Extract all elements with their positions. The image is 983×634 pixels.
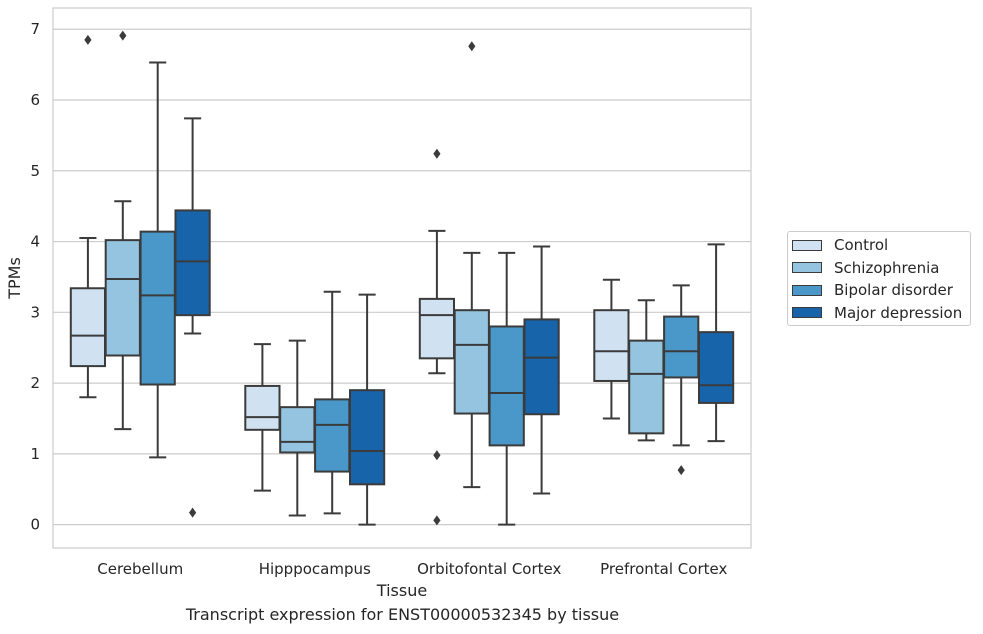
legend-label: Major depression <box>834 303 963 322</box>
outlier-point <box>433 450 441 461</box>
x-tick-label: Prefrontal Cortex <box>600 560 727 578</box>
x-tick-label: Cerebellum <box>97 560 183 578</box>
legend-item: Major depression <box>792 303 962 323</box>
legend-item: Bipolar disorder <box>792 280 953 300</box>
y-tick-label: 3 <box>30 303 40 321</box>
box-iqr <box>348 389 386 486</box>
box-iqr <box>628 339 665 435</box>
box-iqr <box>279 406 316 454</box>
y-tick-label: 6 <box>30 91 40 109</box>
legend: Control Schizophrenia Bipolar disorder Majo… <box>787 231 971 326</box>
box-plot-bipolar-disorder <box>488 251 525 526</box>
box-iqr <box>174 209 211 317</box>
box-iqr <box>244 384 281 431</box>
box-plots <box>69 30 735 526</box>
legend-swatch <box>792 239 822 251</box>
box-plot-schizophrenia <box>628 299 665 442</box>
legend-swatch <box>792 262 822 273</box>
y-tick-label: 1 <box>30 445 40 463</box>
box-iqr <box>453 309 490 415</box>
box-plot-control <box>244 343 281 492</box>
box-iqr <box>663 315 700 379</box>
x-axis-label: Tissue <box>376 581 427 600</box>
legend-item: Schizophrenia <box>792 258 939 278</box>
box-iqr <box>104 239 141 357</box>
outlier-point <box>119 30 127 41</box>
outlier-point <box>84 34 92 45</box>
outlier-point <box>189 507 197 518</box>
box-plot-bipolar-disorder <box>314 290 351 515</box>
box-iqr <box>69 287 107 368</box>
box-plot-major-depression <box>348 293 386 526</box>
y-tick-label: 7 <box>30 20 40 38</box>
y-tick-label: 0 <box>30 516 40 534</box>
box-plot-major-depression <box>697 243 735 443</box>
legend-item: Control <box>792 235 888 255</box>
box-plot-control <box>593 278 630 420</box>
box-iqr <box>418 297 456 360</box>
box-iqr <box>139 230 176 386</box>
box-plot-schizophrenia <box>279 339 316 517</box>
y-tick-label: 5 <box>30 162 40 180</box>
box-iqr <box>593 309 630 382</box>
box-plot-schizophrenia <box>104 30 141 431</box>
box-plot-bipolar-disorder <box>139 61 176 459</box>
figure-caption: Transcript expression for ENST0000053234… <box>185 605 620 624</box>
box-plot-bipolar-disorder <box>663 284 700 476</box>
box-plot-schizophrenia <box>453 41 490 489</box>
y-tick-label: 2 <box>30 374 40 392</box>
box-plot-control <box>69 34 107 399</box>
outlier-point <box>468 41 476 52</box>
box-plot-major-depression <box>174 117 211 518</box>
box-iqr <box>488 325 525 447</box>
legend-label: Bipolar disorder <box>834 281 953 299</box>
legend-swatch <box>792 307 822 318</box>
outlier-point <box>677 465 685 476</box>
x-tick-label: Orbitofontal Cortex <box>417 560 561 578</box>
y-axis-label: TPMs <box>5 257 24 300</box>
y-axis-ticks: 0 1 2 3 4 5 6 7 <box>30 20 40 533</box>
box-plot-major-depression <box>523 245 560 495</box>
x-tick-label: Hipppocampus <box>259 560 371 578</box>
legend-label: Schizophrenia <box>834 258 940 277</box>
box-plot-control <box>418 148 456 526</box>
box-iqr <box>523 318 560 416</box>
x-axis-ticks: Cerebellum Hipppocampus Orbitofontal Corte… <box>97 560 727 578</box>
outlier-point <box>433 148 441 159</box>
legend-label: Control <box>834 236 889 254</box>
box-iqr <box>697 331 735 404</box>
outlier-point <box>433 515 441 526</box>
plot-frame <box>52 7 752 549</box>
legend-swatch <box>792 284 822 296</box>
box-iqr <box>314 398 351 473</box>
y-tick-label: 4 <box>30 233 40 251</box>
